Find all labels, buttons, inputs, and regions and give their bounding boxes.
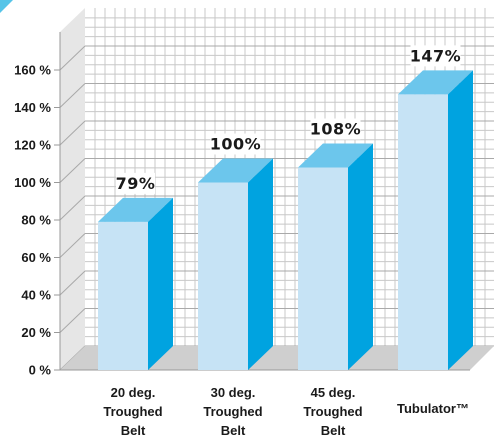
x-category-label: Troughed	[103, 404, 162, 419]
y-tick-label: 20 %	[21, 325, 51, 340]
y-tick-label: 80 %	[21, 213, 51, 228]
x-category-label: 45 deg.	[311, 385, 356, 400]
chart-floor	[60, 346, 494, 370]
side-wall	[60, 8, 85, 370]
bar-front	[98, 221, 148, 370]
y-tick-label: 60 %	[21, 250, 51, 265]
value-label: 79%	[116, 174, 156, 193]
bar-side	[148, 197, 173, 370]
y-tick-label: 160 %	[14, 63, 51, 78]
value-label-bg	[210, 133, 261, 155]
bar-side	[348, 143, 373, 370]
y-tick-label: 100 %	[14, 175, 51, 190]
bar-side	[448, 70, 473, 370]
value-label: 147%	[410, 46, 461, 65]
grid-diag-line	[59, 308, 86, 333]
bar-front	[398, 94, 448, 370]
grid-diag-line	[59, 83, 86, 108]
bar-side	[248, 158, 273, 370]
y-tick-label: 120 %	[14, 138, 51, 153]
grid-diag-line	[59, 158, 86, 183]
bar	[298, 143, 373, 370]
x-category-label: 30 deg.	[211, 385, 256, 400]
bars	[98, 70, 473, 370]
x-category-label: Troughed	[203, 404, 262, 419]
y-axis-ticks: 0 % 20 % 40 % 60 % 80 % 100 % 120 % 140 % 160 %	[14, 63, 60, 378]
x-category-label: Tubulator™	[397, 401, 469, 416]
x-category-label: 20 deg.	[111, 385, 156, 400]
y-tick-label: 140 %	[14, 100, 51, 115]
grid-diag-line	[59, 270, 86, 296]
grid-diag-line	[59, 195, 86, 221]
grid-diag-line	[59, 45, 86, 71]
y-tick-label: 40 %	[21, 288, 51, 303]
bar	[198, 158, 273, 370]
bar	[398, 70, 473, 370]
bar-front	[198, 182, 248, 370]
value-label-bg	[310, 118, 361, 140]
bar	[98, 197, 173, 370]
x-category-label: Troughed	[303, 404, 362, 419]
value-label: 100%	[210, 135, 261, 154]
x-category-label: Belt	[221, 423, 246, 438]
x-category-label: Belt	[321, 423, 346, 438]
value-label-bg	[410, 45, 461, 67]
y-tick-label: 0 %	[29, 363, 52, 378]
x-category-label: Belt	[121, 423, 146, 438]
value-label: 108%	[310, 120, 361, 139]
value-labels: 79% 100% 108% 147%	[116, 45, 461, 194]
bar-front	[298, 167, 348, 370]
corner-accent	[0, 0, 13, 13]
x-axis-labels: 20 deg. Troughed Belt 30 deg. Troughed Belt 45…	[103, 385, 469, 438]
grid-diag-line	[59, 120, 86, 146]
value-label-bg	[116, 172, 155, 194]
grid-diag-line	[59, 233, 86, 258]
